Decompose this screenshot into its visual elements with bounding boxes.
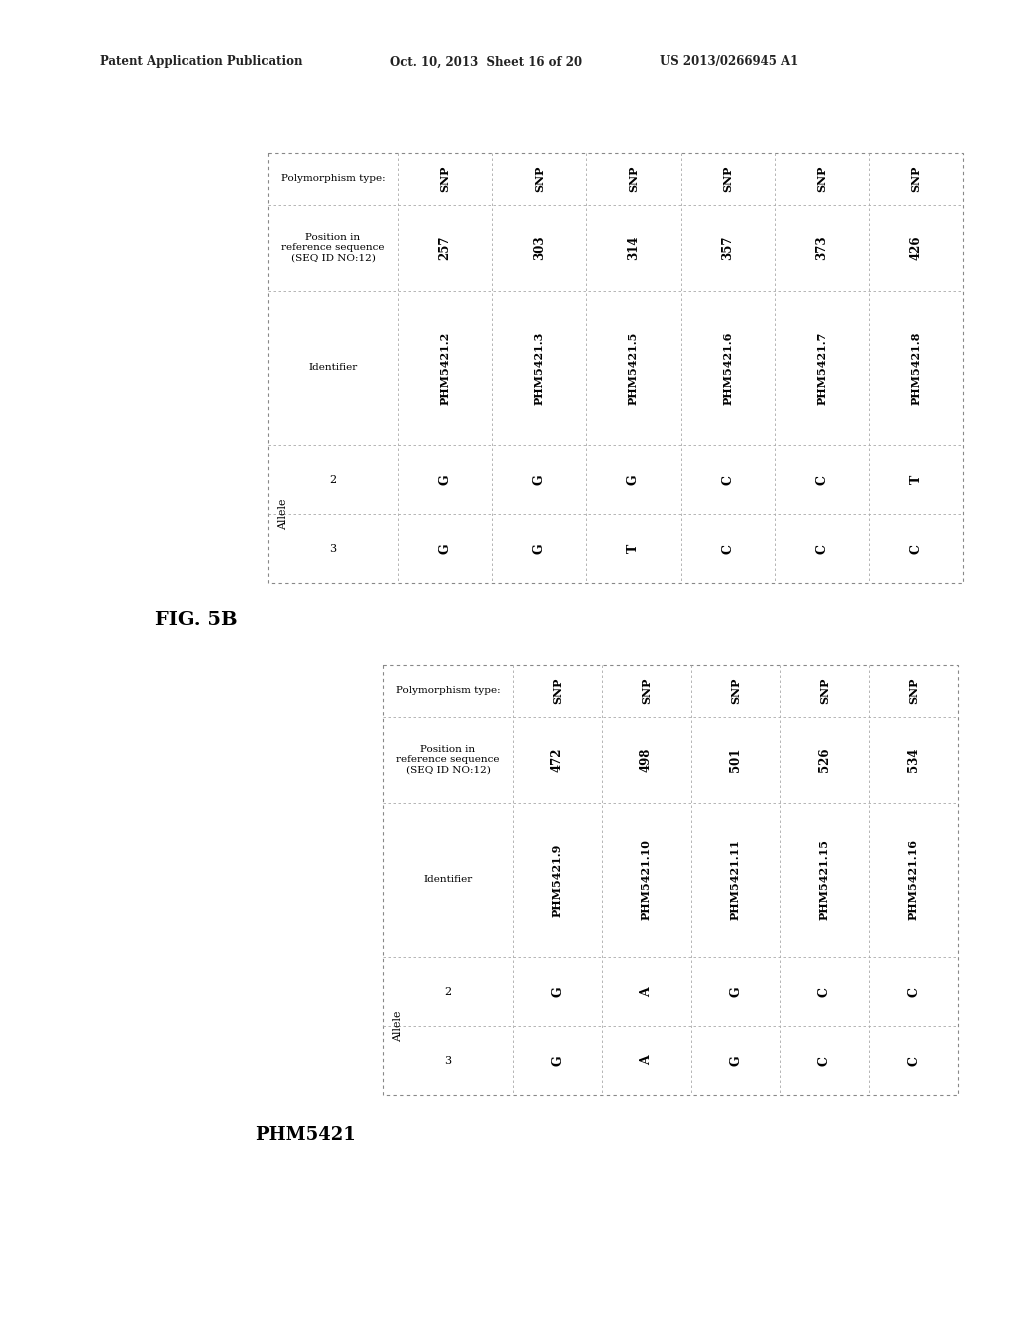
Text: 501: 501: [729, 747, 742, 772]
Text: PHM5421.10: PHM5421.10: [641, 840, 652, 920]
Text: Polymorphism type:: Polymorphism type:: [395, 686, 501, 696]
Text: G: G: [551, 1055, 564, 1067]
Text: 426: 426: [909, 235, 923, 260]
Text: 3: 3: [444, 1056, 452, 1065]
Text: 2: 2: [444, 987, 452, 997]
Text: US 2013/0266945 A1: US 2013/0266945 A1: [660, 55, 799, 69]
Text: Polymorphism type:: Polymorphism type:: [281, 174, 385, 183]
Text: 257: 257: [438, 235, 452, 260]
Text: SNP: SNP: [534, 165, 545, 191]
Text: SNP: SNP: [552, 677, 563, 704]
Text: T: T: [627, 544, 640, 553]
Text: SNP: SNP: [439, 165, 451, 191]
Text: SNP: SNP: [730, 677, 741, 704]
Text: SNP: SNP: [641, 677, 652, 704]
Text: G: G: [532, 474, 546, 486]
Text: SNP: SNP: [816, 165, 827, 191]
Text: PHM5421: PHM5421: [255, 1126, 355, 1144]
Text: 314: 314: [627, 235, 640, 260]
Text: Oct. 10, 2013  Sheet 16 of 20: Oct. 10, 2013 Sheet 16 of 20: [390, 55, 582, 69]
Text: C: C: [907, 1056, 920, 1065]
Text: 472: 472: [551, 747, 564, 772]
Text: C: C: [815, 475, 828, 484]
Text: Patent Application Publication: Patent Application Publication: [100, 55, 302, 69]
Text: SNP: SNP: [722, 165, 733, 191]
Text: G: G: [551, 986, 564, 997]
Text: SNP: SNP: [819, 677, 830, 704]
Text: A: A: [640, 987, 653, 997]
Text: SNP: SNP: [910, 165, 922, 191]
Text: Identifier: Identifier: [423, 875, 473, 884]
Text: C: C: [721, 544, 734, 553]
Text: G: G: [438, 474, 452, 486]
Text: 2: 2: [330, 475, 337, 484]
Text: PHM5421.8: PHM5421.8: [910, 331, 922, 405]
Text: PHM5421.3: PHM5421.3: [534, 331, 545, 405]
Text: Identifier: Identifier: [308, 363, 357, 372]
Text: SNP: SNP: [628, 165, 639, 191]
Text: 303: 303: [532, 235, 546, 260]
Text: G: G: [627, 474, 640, 486]
Text: PHM5421.2: PHM5421.2: [439, 331, 451, 405]
Bar: [268, 153, 963, 583]
Text: Position in
reference sequence
(SEQ ID NO:12): Position in reference sequence (SEQ ID N…: [282, 232, 385, 263]
Text: PHM5421.5: PHM5421.5: [628, 331, 639, 405]
Text: G: G: [438, 544, 452, 554]
Text: 498: 498: [640, 747, 653, 772]
Text: T: T: [909, 475, 923, 484]
Text: SNP: SNP: [908, 677, 919, 704]
Text: G: G: [729, 1055, 742, 1067]
Text: PHM5421.15: PHM5421.15: [819, 840, 830, 920]
Text: C: C: [818, 1056, 831, 1065]
Text: PHM5421.9: PHM5421.9: [552, 843, 563, 916]
Text: C: C: [815, 544, 828, 553]
Text: PHM5421.16: PHM5421.16: [908, 840, 919, 920]
Bar: [383, 665, 958, 1096]
Text: 526: 526: [818, 747, 831, 772]
Text: PHM5421.11: PHM5421.11: [730, 840, 741, 920]
Text: 3: 3: [330, 544, 337, 553]
Text: Allele: Allele: [393, 1010, 403, 1041]
Text: C: C: [721, 475, 734, 484]
Text: C: C: [818, 987, 831, 997]
Text: 357: 357: [721, 235, 734, 260]
Text: A: A: [640, 1056, 653, 1065]
Text: 534: 534: [907, 747, 920, 772]
Text: Position in
reference sequence
(SEQ ID NO:12): Position in reference sequence (SEQ ID N…: [396, 744, 500, 775]
Text: PHM5421.6: PHM5421.6: [722, 331, 733, 405]
Text: C: C: [909, 544, 923, 553]
Text: FIG. 5B: FIG. 5B: [155, 611, 238, 630]
Text: C: C: [907, 987, 920, 997]
Text: PHM5421.7: PHM5421.7: [816, 331, 827, 405]
Text: Allele: Allele: [278, 499, 288, 529]
Text: G: G: [729, 986, 742, 997]
Text: G: G: [532, 544, 546, 554]
Text: 373: 373: [815, 235, 828, 260]
